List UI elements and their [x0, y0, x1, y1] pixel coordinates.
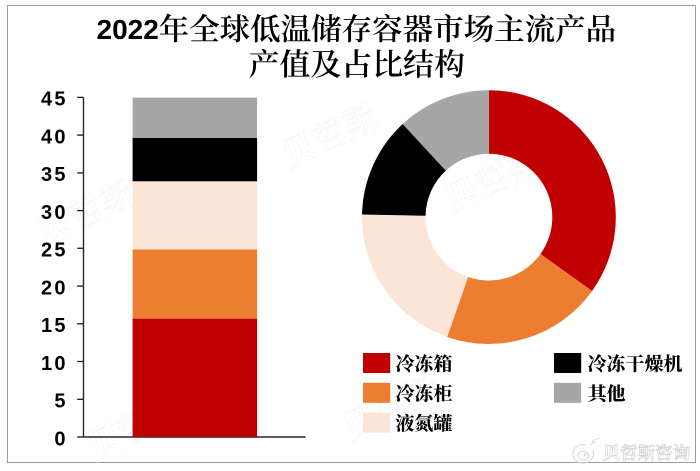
- svg-text:0: 0: [54, 428, 67, 450]
- svg-text:45: 45: [41, 89, 68, 111]
- svg-text:2022: 2022: [97, 14, 159, 45]
- svg-text:40: 40: [41, 126, 68, 148]
- svg-text:35: 35: [41, 164, 68, 186]
- svg-text:30: 30: [41, 202, 68, 224]
- svg-text:5: 5: [54, 391, 67, 413]
- svg-text:10: 10: [41, 353, 68, 375]
- svg-text:15: 15: [41, 315, 68, 337]
- svg-text:20: 20: [41, 277, 68, 299]
- svg-text:25: 25: [41, 240, 68, 262]
